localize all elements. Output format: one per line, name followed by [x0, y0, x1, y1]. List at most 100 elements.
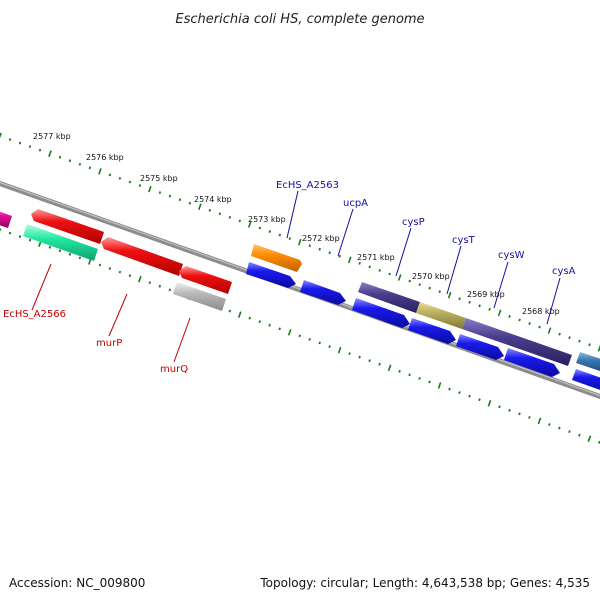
- minor-tick: [468, 394, 471, 398]
- minor-tick: [338, 254, 341, 258]
- gene-arrow-orange: [251, 244, 302, 272]
- accession-label: Accession: NC_009800: [9, 576, 145, 590]
- gene-labels-above: EcHS_A2563 ucpA cysP cysT cysW cysA: [276, 180, 576, 277]
- minor-tick: [578, 433, 581, 437]
- scale-label: 2570 kbp: [412, 272, 450, 281]
- major-tick: [148, 185, 152, 193]
- minor-tick: [268, 230, 272, 233]
- major-tick: [237, 311, 242, 318]
- gene-label: cysT: [452, 235, 476, 246]
- major-tick: [537, 417, 542, 425]
- major-tick: [337, 346, 342, 354]
- minor-tick: [378, 362, 381, 366]
- gene-arrow-blue: [408, 318, 456, 344]
- minor-tick: [68, 159, 72, 163]
- gene-arrow-blue: [246, 262, 296, 288]
- gene-labels-below: EcHS_A2566 murP murQ: [3, 309, 188, 375]
- gene-label: murQ: [160, 364, 188, 375]
- minor-tick: [148, 281, 152, 285]
- gene-arrow-red: [31, 209, 104, 244]
- major-tick: [447, 291, 452, 299]
- minor-tick: [568, 430, 571, 434]
- minor-tick: [478, 304, 481, 308]
- minor-tick: [28, 238, 32, 242]
- gene-label: murP: [96, 338, 122, 349]
- minor-tick: [478, 398, 481, 402]
- minor-tick: [398, 369, 401, 373]
- gene-label-leaders: [31, 190, 561, 363]
- minor-tick: [48, 245, 52, 249]
- minor-tick: [348, 352, 351, 356]
- scale-label: 2577 kbp: [33, 132, 71, 141]
- major-tick: [397, 274, 402, 281]
- minor-tick: [308, 338, 311, 341]
- minor-tick: [318, 341, 321, 345]
- minor-tick: [458, 297, 461, 301]
- major-tick: [547, 327, 552, 334]
- minor-tick: [78, 256, 82, 260]
- scale-label: 2575 kbp: [140, 174, 178, 183]
- scale-label: 2572 kbp: [302, 234, 340, 243]
- minor-tick: [568, 336, 571, 340]
- backbone: [0, 180, 600, 400]
- minor-tick: [18, 235, 22, 239]
- minor-tick: [228, 309, 232, 313]
- minor-tick: [128, 274, 132, 278]
- gene-label: EcHS_A2563: [276, 180, 339, 191]
- gene-block-purple: [462, 318, 572, 366]
- major-tick: [347, 256, 352, 264]
- scale-label: 2574 kbp: [194, 195, 232, 204]
- minor-tick: [408, 279, 411, 283]
- minor-tick: [438, 290, 441, 294]
- gene-arrow-gray: [173, 282, 226, 311]
- minor-tick: [428, 380, 431, 384]
- minor-tick: [308, 244, 312, 248]
- minor-tick: [158, 284, 162, 288]
- minor-tick: [558, 426, 561, 430]
- major-tick: [198, 203, 202, 211]
- gene-arrow-blue: [456, 334, 504, 360]
- scale-labels: 2577 kbp 2576 kbp 2575 kbp 2574 kbp 2573…: [33, 132, 560, 316]
- minor-tick: [208, 208, 212, 212]
- minor-tick: [78, 162, 82, 166]
- scale-label: 2573 kbp: [248, 215, 286, 224]
- minor-tick: [388, 272, 391, 276]
- gene-arrow-blue: [504, 348, 560, 377]
- minor-tick: [418, 377, 421, 380]
- gene-label: cysA: [552, 266, 576, 277]
- gene-label: EcHS_A2566: [3, 309, 66, 320]
- minor-tick: [588, 343, 591, 347]
- minor-tick: [418, 283, 421, 287]
- minor-tick: [528, 322, 531, 325]
- minor-tick: [558, 332, 561, 336]
- major-tick: [387, 364, 392, 372]
- gene-label: ucpA: [343, 198, 368, 209]
- minor-tick: [218, 212, 222, 216]
- minor-tick: [58, 249, 62, 253]
- features-inner-strand: [0, 209, 232, 311]
- major-tick: [98, 168, 102, 175]
- minor-tick: [278, 327, 281, 331]
- minor-tick: [448, 387, 451, 391]
- minor-tick: [178, 198, 182, 202]
- genome-summary: Topology: circular; Length: 4,643,538 bp…: [259, 576, 590, 590]
- major-tick: [587, 435, 592, 442]
- minor-tick: [408, 373, 411, 377]
- scale-label: 2569 kbp: [467, 290, 505, 299]
- minor-tick: [108, 173, 112, 177]
- minor-tick: [328, 345, 331, 349]
- minor-tick: [508, 408, 511, 412]
- minor-tick: [298, 334, 301, 338]
- minor-tick: [168, 288, 172, 292]
- scale-label: 2576 kbp: [86, 153, 124, 162]
- minor-tick: [238, 219, 242, 223]
- minor-tick: [378, 269, 381, 272]
- minor-tick: [188, 201, 192, 205]
- gene-arrow-magenta: [0, 211, 12, 228]
- gene-label: cysP: [402, 217, 425, 228]
- minor-tick: [508, 315, 511, 318]
- major-tick: [297, 238, 302, 246]
- gene-arrow-red: [179, 266, 232, 294]
- gene-block-steel: [576, 352, 600, 371]
